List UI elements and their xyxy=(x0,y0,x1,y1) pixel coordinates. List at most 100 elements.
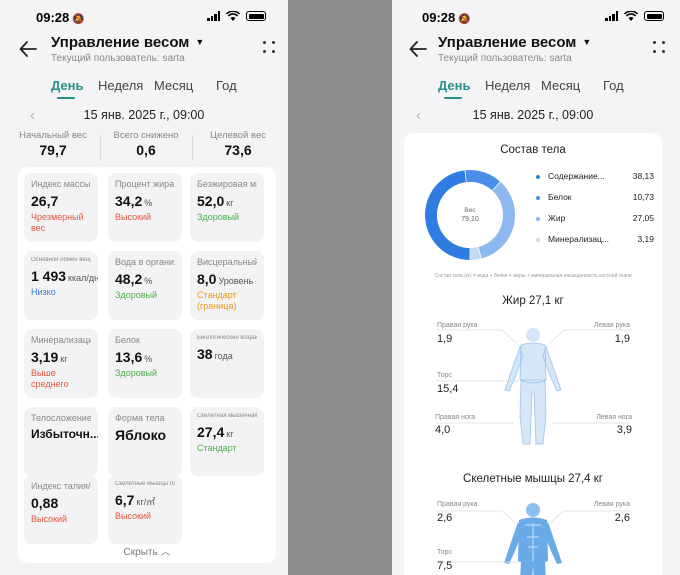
muscle-body-figure xyxy=(504,503,562,575)
donut-slice xyxy=(465,170,500,191)
metric-label: Скелетные мышцы плотность xyxy=(115,481,175,487)
metric-label: Индекс талия/бедро xyxy=(31,481,91,491)
more-menu-icon[interactable] xyxy=(262,40,276,54)
summary-label: Начальный вес xyxy=(19,130,87,141)
metric-value-number: 1 493 xyxy=(31,267,67,284)
back-arrow-icon[interactable] xyxy=(18,39,38,59)
composition-legend: Содержание... 38,13 Белок 10,73 Жир 27,05 Мине… xyxy=(534,171,654,255)
hide-label: Скрыть xyxy=(123,547,158,558)
legend-dot-icon xyxy=(536,196,540,200)
metric-unit: кг/㎡ xyxy=(136,496,156,507)
metric-label: Телосложение xyxy=(31,413,91,423)
summary-value: 79,7 xyxy=(39,142,67,158)
metrics-card: Скелетные мышцы плотность6,7кг/㎡ВысокийИ… xyxy=(18,167,276,563)
tab-active-indicator xyxy=(57,97,75,99)
caret-down-icon: ▼ xyxy=(582,37,592,47)
page-title: Управление весом xyxy=(438,34,577,51)
tab-month[interactable]: Месяц xyxy=(541,78,581,93)
legend-name: Минерализац... xyxy=(548,234,609,244)
hide-button[interactable]: Скрыть ︿ xyxy=(18,543,276,558)
status-time: 09:28 🔕 xyxy=(422,10,471,25)
tab-day[interactable]: День xyxy=(51,78,84,93)
metric-tile[interactable]: Биологический возраст 38 года xyxy=(190,329,264,398)
legend-value: 10,73 xyxy=(632,192,654,202)
back-arrow-icon[interactable] xyxy=(408,39,428,59)
fat-right-leg-label: Правая нога xyxy=(435,414,476,421)
muscle-torso-value: 7,5 xyxy=(437,560,453,572)
donut-slice xyxy=(478,182,515,259)
metric-tile[interactable]: Телосложение Избыточн... xyxy=(24,407,98,476)
muscle-torso-label: Торс xyxy=(437,549,453,556)
donut-slice xyxy=(425,170,470,260)
metric-value: 6,7 кг/㎡ xyxy=(115,492,175,508)
chevron-left-icon[interactable]: ‹ xyxy=(416,107,421,124)
tab-year[interactable]: Год xyxy=(603,78,624,93)
tab-week[interactable]: Неделя xyxy=(98,78,144,93)
metric-label: Скелетная мышечная масса xyxy=(197,413,257,419)
muscle-right-arm-value: 2,6 xyxy=(437,512,453,524)
metric-tile[interactable]: Белок 13,6% Здоровый xyxy=(108,329,182,398)
weight-summary: Начальный вес 79,7 Всего снижено 0,6 Цел… xyxy=(0,130,288,168)
metric-unit: кг xyxy=(226,198,234,209)
metric-value: 52,0 кг xyxy=(197,193,257,209)
legend-value: 38,13 xyxy=(632,171,654,181)
metric-tile[interactable]: Вода в организме 48,2% Здоровый xyxy=(108,251,182,320)
metric-value-number: 26,7 xyxy=(31,193,59,210)
period-tabs: День Неделя Месяц Год xyxy=(0,74,288,104)
mute-bell-icon: 🔕 xyxy=(458,14,471,25)
metric-value: 26,7 xyxy=(31,193,91,209)
metric-value-number: 38 xyxy=(197,345,213,362)
metric-tile[interactable]: Форма тела Яблоко xyxy=(108,407,182,476)
metric-tile[interactable]: Индекс талия/бедро 0,88 Высокий xyxy=(24,475,98,544)
metric-value: Избыточн... xyxy=(31,427,98,441)
metric-tile[interactable]: Безжировая масса 52,0кг Здоровый xyxy=(190,173,264,242)
muscle-left-arm-label: Левая рука xyxy=(593,501,630,508)
metric-value-number: 34,2 xyxy=(115,193,143,210)
legend-name: Белок xyxy=(548,192,572,202)
metric-tile[interactable]: Скелетные мышцы плотность 6,7кг/㎡ Высокий xyxy=(108,475,182,544)
metric-value-number: 8,0 xyxy=(197,271,217,288)
tab-active-indicator xyxy=(444,97,462,99)
tab-week[interactable]: Неделя xyxy=(485,78,531,93)
legend-item: Жир 27,05 xyxy=(534,213,654,234)
divider xyxy=(192,135,193,161)
fat-torso-value: 15,4 xyxy=(437,383,459,395)
signal-icon xyxy=(207,11,220,21)
metric-value-number: Избыточн... xyxy=(31,427,98,442)
tab-day[interactable]: День xyxy=(438,78,471,93)
fat-left-leg-label: Левая нога xyxy=(596,414,632,421)
left-phone-screen: 09:28 🔕 Управление весом ▼ Текущий пользов… xyxy=(0,0,288,575)
metric-tile[interactable]: Скелетная мышечная масса 27,4кг Стандарт xyxy=(190,407,264,476)
metric-unit: года xyxy=(214,350,233,361)
fat-left-arm-label: Левая рука xyxy=(593,322,630,329)
signal-icon xyxy=(605,11,618,21)
legend-dot-icon xyxy=(536,217,540,221)
metric-status: Здоровый xyxy=(115,368,157,379)
metric-label: Вода в организме xyxy=(115,257,175,267)
metric-tile[interactable]: Процент жира 34,2% Высокий xyxy=(108,173,182,242)
muscle-left-arm-value: 2,6 xyxy=(614,512,630,524)
donut-slice xyxy=(470,247,481,260)
legend-value: 3,19 xyxy=(637,234,654,244)
more-menu-icon[interactable] xyxy=(652,40,666,54)
tab-year[interactable]: Год xyxy=(216,78,237,93)
metric-unit: % xyxy=(144,276,153,287)
title-dropdown[interactable]: Управление весом ▼ Текущий пользователь: … xyxy=(438,34,591,64)
fat-right-leg-value: 4,0 xyxy=(435,424,451,436)
wifi-icon xyxy=(226,11,240,21)
current-user-label: Текущий пользователь: sarta xyxy=(438,53,572,64)
fat-torso-label: Торс xyxy=(437,372,453,379)
status-time: 09:28 🔕 xyxy=(36,10,85,25)
metric-tile[interactable]: Индекс массы тела 26,7 Чрезмерный вес xyxy=(24,173,98,242)
metric-label: Индекс массы тела xyxy=(31,179,91,189)
title-dropdown[interactable]: Управление весом ▼ Текущий пользователь: … xyxy=(51,34,204,64)
metric-label: Биологический возраст xyxy=(197,335,257,341)
chevron-left-icon[interactable]: ‹ xyxy=(30,107,35,124)
donut-center-value: 79,10 xyxy=(461,216,479,223)
summary-value: 0,6 xyxy=(136,142,156,158)
tab-month[interactable]: Месяц xyxy=(154,78,194,93)
